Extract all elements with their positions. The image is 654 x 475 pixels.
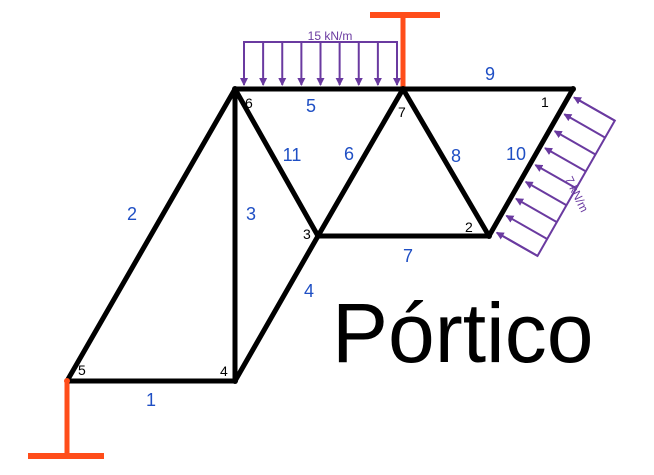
node-label-5: 5 <box>78 362 86 378</box>
member-label-1: 1 <box>146 390 156 410</box>
node-label-2: 2 <box>465 219 473 235</box>
member-label-4: 4 <box>304 281 314 301</box>
load-side-arrow <box>515 197 558 223</box>
node-dots <box>64 86 576 384</box>
member-label-11: 11 <box>283 145 302 165</box>
node-label-7: 7 <box>398 104 406 120</box>
member-11 <box>232 86 321 239</box>
fixed-support-node-5 <box>28 382 104 459</box>
node-label-6: 6 <box>245 95 253 111</box>
member-label-9: 9 <box>485 64 495 84</box>
load-side-arrow <box>563 113 606 139</box>
load-side-arrow <box>573 96 616 122</box>
member-4 <box>232 233 321 384</box>
load-label-side: 7 kN/m <box>562 174 591 214</box>
member-labels: 1 2 3 4 5 6 7 8 9 10 11 <box>127 64 526 410</box>
node-5 <box>64 378 70 384</box>
member-label-6: 6 <box>344 144 354 164</box>
member-label-10: 10 <box>506 144 526 164</box>
supports <box>28 12 440 459</box>
member-label-5: 5 <box>306 96 316 116</box>
members <box>64 86 576 384</box>
member-label-3: 3 <box>246 204 256 224</box>
member-label-7: 7 <box>403 246 413 266</box>
load-side-arrow <box>524 181 567 207</box>
node-label-3: 3 <box>303 226 311 242</box>
node-4 <box>232 378 238 384</box>
node-3 <box>315 233 321 239</box>
load-side-arrow <box>553 130 596 156</box>
member-6 <box>315 86 406 239</box>
load-side-arrow <box>505 214 548 240</box>
member-label-8: 8 <box>451 146 461 166</box>
node-label-4: 4 <box>220 363 228 379</box>
node-7 <box>400 86 406 92</box>
member-8 <box>400 86 492 239</box>
fixed-support-node-7 <box>370 12 440 91</box>
load-label-top: 15 kN/m <box>308 29 353 43</box>
node-label-1: 1 <box>541 94 549 110</box>
diagram-title: Pórtico <box>332 286 593 380</box>
distributed-load-side: 7 kN/m <box>495 96 617 258</box>
node-6 <box>232 86 238 92</box>
load-side-arrow <box>534 164 577 190</box>
load-side-arrow <box>495 231 539 257</box>
node-2 <box>486 233 492 239</box>
member-2 <box>64 86 238 384</box>
member-label-2: 2 <box>127 204 137 224</box>
node-1 <box>570 86 576 92</box>
load-side-arrow <box>544 147 587 173</box>
distributed-load-top: 15 kN/m <box>240 29 401 86</box>
member-10 <box>486 86 576 239</box>
node-labels: 1 2 3 4 5 6 7 <box>78 94 549 379</box>
